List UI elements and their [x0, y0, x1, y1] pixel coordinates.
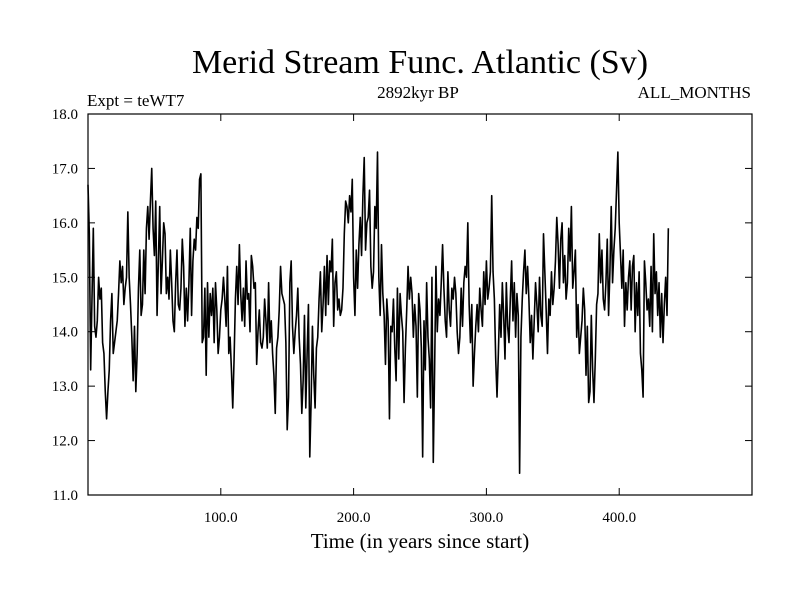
y-tick-label: 17.0 — [52, 161, 78, 177]
y-tick-label: 16.0 — [52, 216, 78, 232]
x-tick-label: 400.0 — [602, 510, 636, 526]
months-label: ALL_MONTHS — [638, 83, 751, 102]
y-tick-label: 12.0 — [52, 434, 78, 450]
plot-frame — [87, 113, 753, 496]
y-tick-label: 18.0 — [52, 107, 78, 123]
y-tick-label: 15.0 — [52, 270, 78, 286]
period-label: 2892kyr BP — [377, 83, 459, 102]
y-tick-label: 14.0 — [52, 325, 78, 341]
series-line — [87, 151, 670, 475]
x-axis: 100.0 200.0 300.0 400.0 — [204, 114, 636, 526]
x-tick-label: 100.0 — [204, 510, 238, 526]
x-tick-label: 300.0 — [470, 510, 504, 526]
experiment-label: Expt = teWT7 — [87, 91, 185, 110]
x-tick-label: 200.0 — [337, 510, 371, 526]
chart-title: Merid Stream Func. Atlantic (Sv) — [192, 44, 648, 81]
y-tick-label: 13.0 — [52, 379, 78, 395]
y-axis: 11.0 12.0 13.0 14.0 15.0 16.0 17.0 18.0 — [52, 107, 752, 504]
y-tick-label: 11.0 — [52, 488, 78, 504]
x-axis-label: Time (in years since start) — [311, 529, 530, 553]
